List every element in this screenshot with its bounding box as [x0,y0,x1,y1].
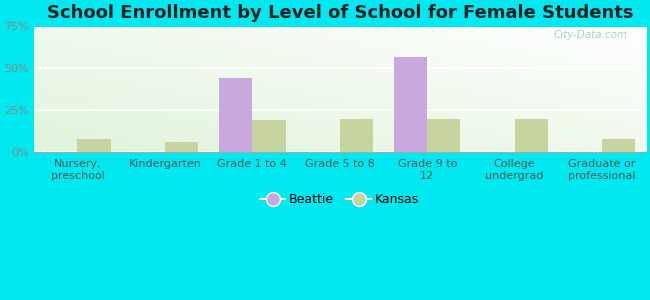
Bar [252,120,285,152]
Bar [602,139,635,152]
Legend: Beattie, Kansas: Beattie, Kansas [255,188,424,211]
Title: School Enrollment by Level of School for Female Students: School Enrollment by Level of School for… [47,4,633,22]
Bar [427,118,460,152]
Bar [394,57,427,152]
Bar [515,118,548,152]
Bar [219,78,252,152]
Text: City-Data.com: City-Data.com [553,30,627,40]
Bar [340,118,373,152]
Bar [77,139,110,152]
Bar [165,142,198,152]
